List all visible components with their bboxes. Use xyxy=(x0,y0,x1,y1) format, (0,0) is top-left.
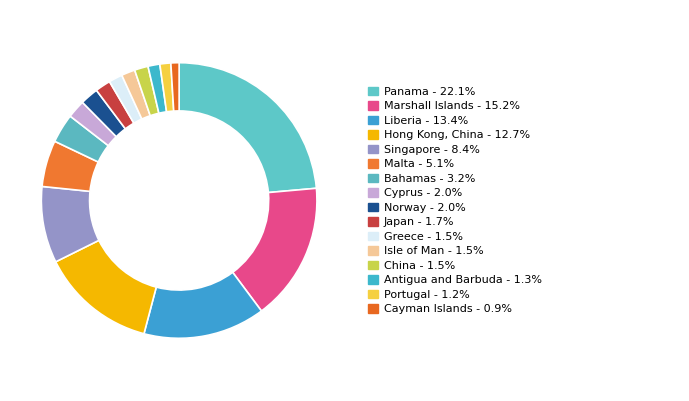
Wedge shape xyxy=(42,141,99,191)
Wedge shape xyxy=(110,75,142,123)
Wedge shape xyxy=(70,102,116,146)
Wedge shape xyxy=(233,188,317,311)
Wedge shape xyxy=(96,81,134,129)
Wedge shape xyxy=(122,70,150,119)
Wedge shape xyxy=(171,63,179,111)
Wedge shape xyxy=(144,272,262,338)
Wedge shape xyxy=(134,66,159,116)
Wedge shape xyxy=(83,90,125,137)
Wedge shape xyxy=(179,63,316,192)
Wedge shape xyxy=(41,186,99,262)
Legend: Panama - 22.1%, Marshall Islands - 15.2%, Liberia - 13.4%, Hong Kong, China - 12: Panama - 22.1%, Marshall Islands - 15.2%… xyxy=(364,82,546,319)
Wedge shape xyxy=(54,116,108,162)
Wedge shape xyxy=(56,240,156,334)
Wedge shape xyxy=(148,64,167,113)
Wedge shape xyxy=(160,63,174,112)
